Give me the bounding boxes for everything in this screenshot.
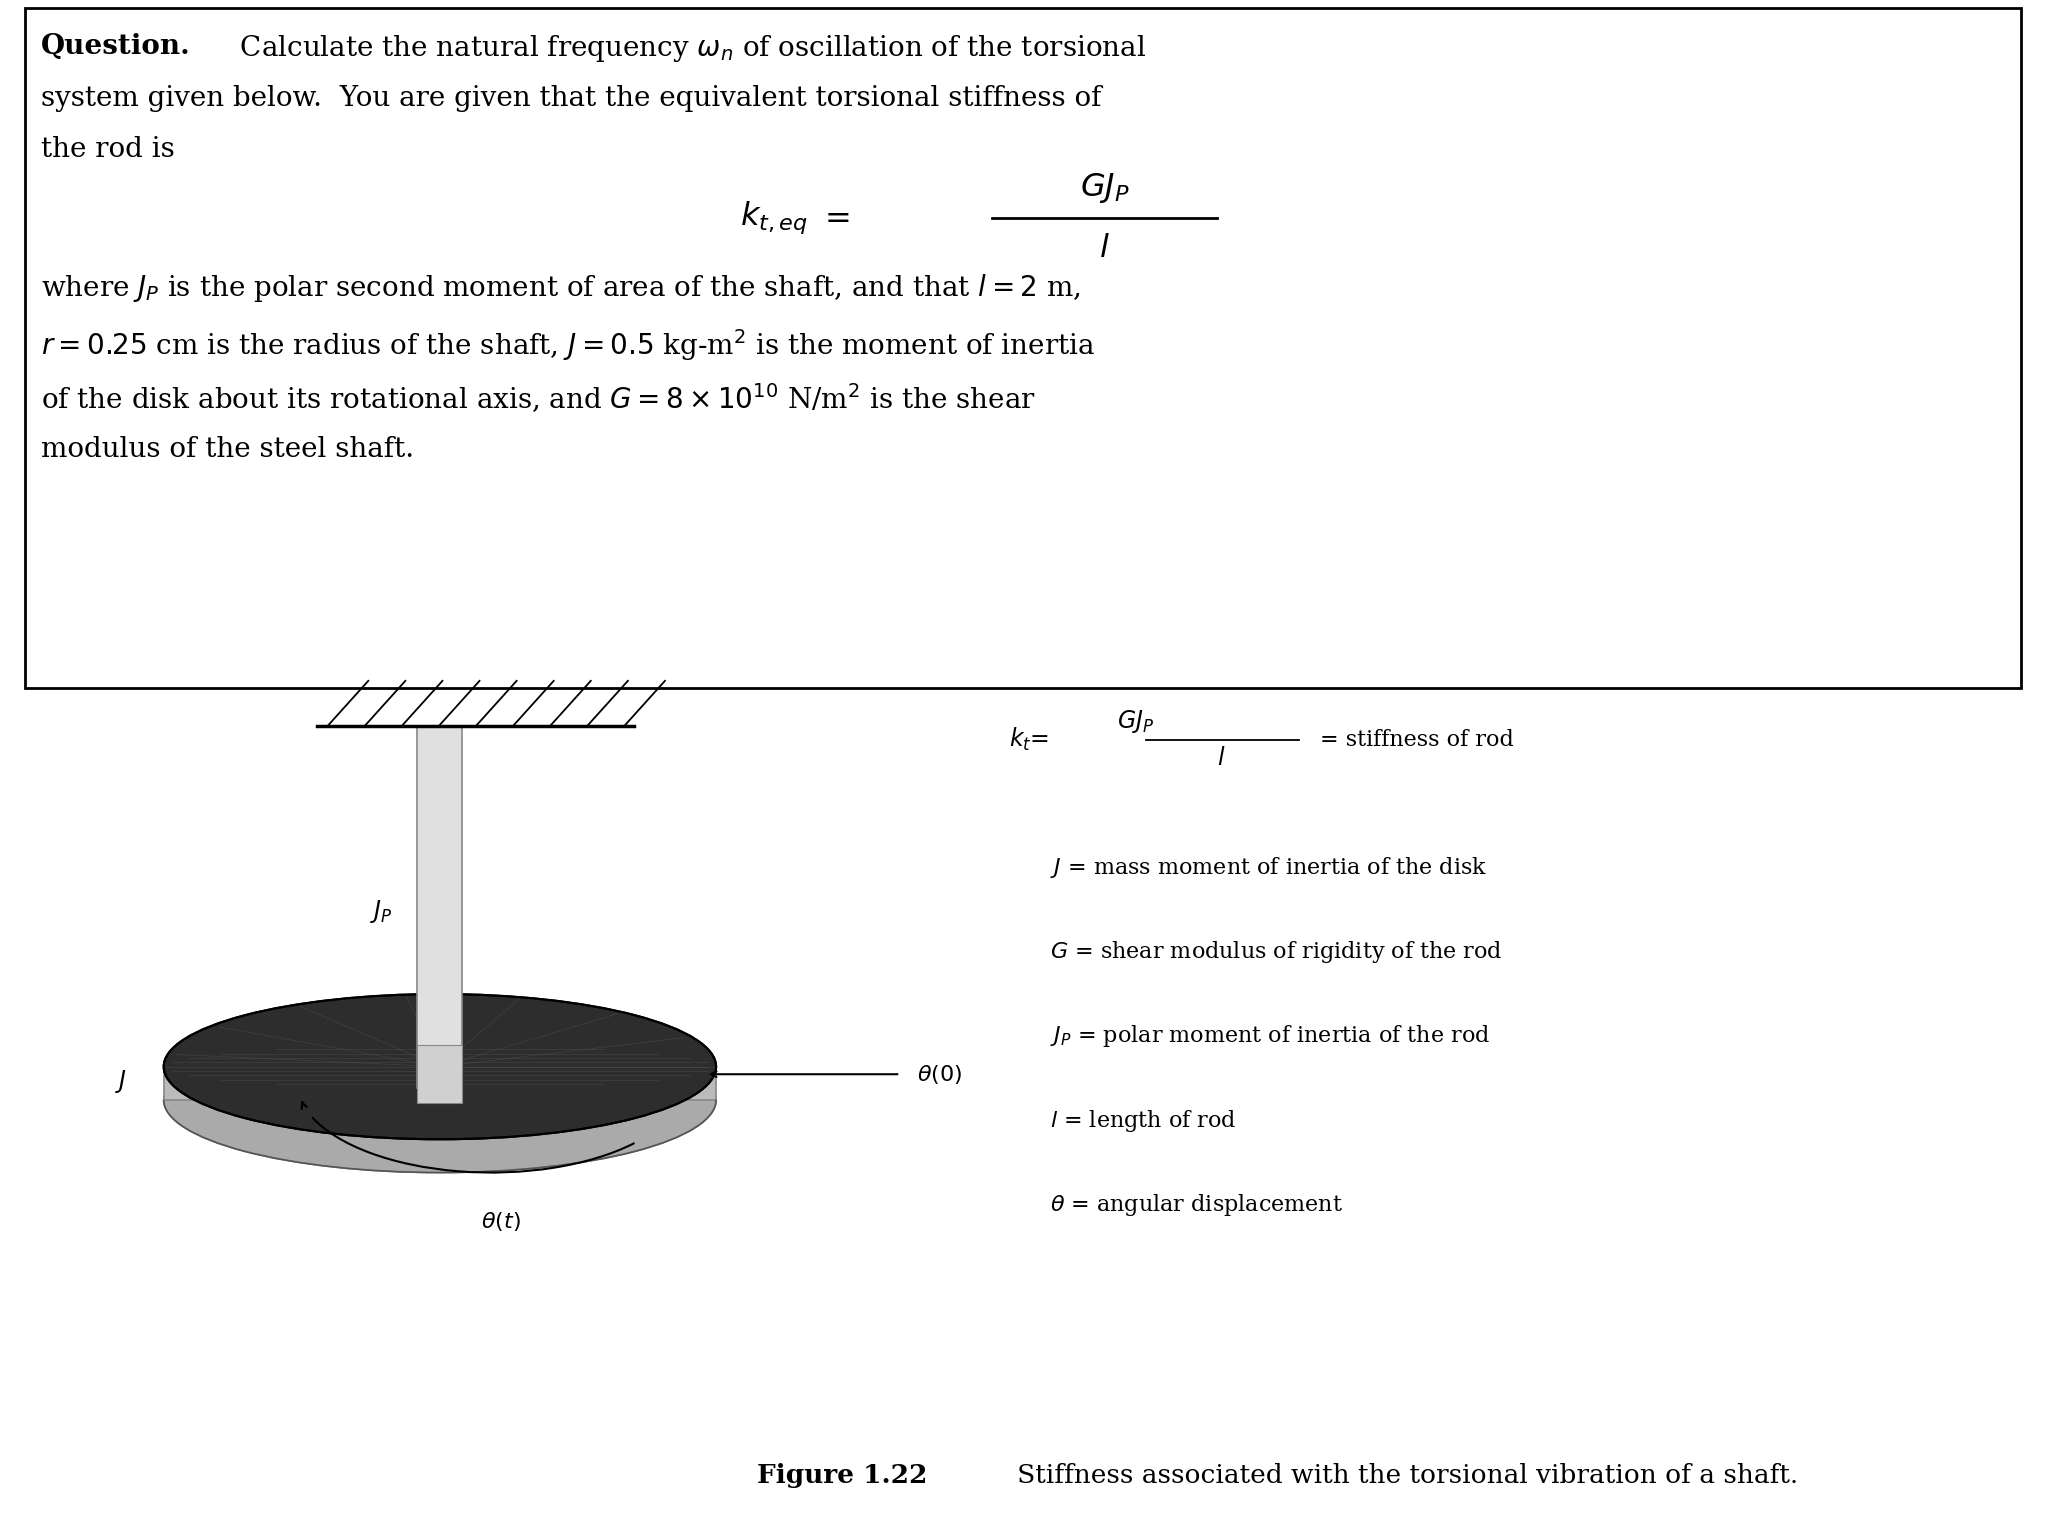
FancyBboxPatch shape [25,8,2021,688]
Text: Question.: Question. [41,33,190,61]
Text: where $J_P$ is the polar second moment of area of the shaft, and that $l = 2$ m,: where $J_P$ is the polar second moment o… [41,272,1080,304]
Text: $J$ = mass moment of inertia of the disk: $J$ = mass moment of inertia of the disk [1050,855,1487,879]
Text: $J$: $J$ [115,1068,127,1095]
Ellipse shape [164,1027,716,1173]
Text: $J_P$ = polar moment of inertia of the rod: $J_P$ = polar moment of inertia of the r… [1050,1023,1489,1049]
Text: $r = 0.25$ cm is the radius of the shaft, $J = 0.5$ kg-m$^2$ is the moment of in: $r = 0.25$ cm is the radius of the shaft… [41,327,1095,363]
Text: $\theta$ = angular displacement: $\theta$ = angular displacement [1050,1192,1342,1218]
Text: $\theta(0)$: $\theta(0)$ [917,1062,962,1086]
Text: Figure 1.22: Figure 1.22 [757,1463,927,1487]
Ellipse shape [164,994,716,1139]
Text: $GJ_P$: $GJ_P$ [1117,708,1154,735]
Text: $k_t$=: $k_t$= [1009,726,1050,753]
FancyBboxPatch shape [417,726,462,1088]
Text: $=$: $=$ [818,203,849,233]
Text: Stiffness associated with the torsional vibration of a shaft.: Stiffness associated with the torsional … [992,1463,1798,1487]
Text: $\theta(t)$: $\theta(t)$ [481,1210,522,1233]
Text: $J_P$: $J_P$ [370,899,393,924]
FancyBboxPatch shape [417,1045,462,1103]
Text: $G$ = shear modulus of rigidity of the rod: $G$ = shear modulus of rigidity of the r… [1050,938,1502,965]
Text: $GJ_P$: $GJ_P$ [1080,171,1129,204]
Text: system given below.  You are given that the equivalent torsional stiffness of: system given below. You are given that t… [41,85,1101,112]
Text: $k_{t,eq}$: $k_{t,eq}$ [741,200,808,236]
Text: the rod is: the rod is [41,136,174,163]
Text: $l$: $l$ [1099,233,1111,263]
Text: $l$: $l$ [1217,746,1226,770]
Polygon shape [164,1067,716,1100]
Text: = stiffness of rod: = stiffness of rod [1320,729,1514,750]
Text: of the disk about its rotational axis, and $G = 8 \times 10^{10}$ N/m$^2$ is the: of the disk about its rotational axis, a… [41,381,1035,415]
Text: modulus of the steel shaft.: modulus of the steel shaft. [41,436,413,463]
Text: Calculate the natural frequency $\omega_n$ of oscillation of the torsional: Calculate the natural frequency $\omega_… [231,33,1146,64]
Text: $l$ = length of rod: $l$ = length of rod [1050,1108,1236,1133]
